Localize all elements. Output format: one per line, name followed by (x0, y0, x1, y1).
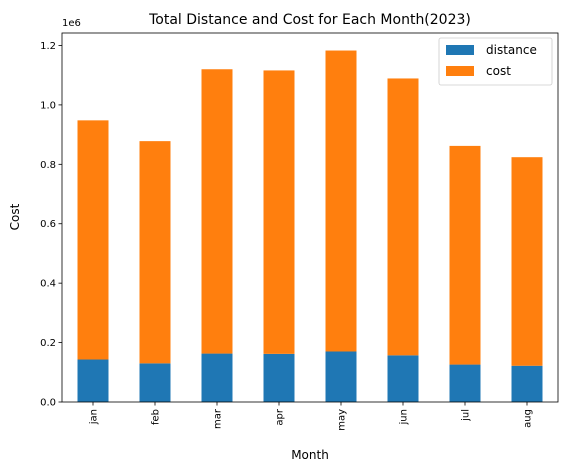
x-tick-label-mar: mar (213, 408, 224, 429)
x-tick-label-feb: feb (151, 409, 162, 425)
legend-swatch-distance (446, 45, 474, 55)
bar-cost-jul (449, 145, 481, 365)
bar-distance-apr (263, 353, 295, 402)
bar-distance-feb (139, 363, 171, 402)
y-tick-label: 1.0 (40, 100, 56, 111)
x-tick-label-jun: jun (399, 409, 410, 425)
x-axis-label: Month (291, 448, 329, 462)
bar-cost-jun (387, 78, 419, 356)
bar-cost-apr (263, 70, 295, 354)
legend-label-cost: cost (486, 64, 511, 78)
bar-distance-jan (77, 359, 109, 402)
bar-cost-aug (511, 157, 543, 366)
bar-distance-may (325, 351, 357, 402)
y-tick-label: 0.8 (40, 160, 56, 171)
legend: distance cost (438, 37, 553, 86)
y-tick-label: 0.6 (40, 219, 56, 230)
bar-cost-feb (139, 141, 171, 364)
bars-group (77, 50, 543, 402)
bar-distance-mar (201, 353, 233, 402)
x-tick-label-jul: jul (461, 409, 472, 422)
x-tick-label-may: may (337, 409, 348, 431)
bar-distance-jul (449, 364, 481, 402)
bar-distance-jun (387, 355, 419, 402)
chart-title: Total Distance and Cost for Each Month(2… (148, 12, 471, 28)
y-tick-label: 0.2 (40, 338, 56, 349)
y-tick-label: 0.4 (40, 279, 56, 290)
x-tick-label-aug: aug (523, 409, 534, 428)
y-tick-label: 1.2 (40, 41, 56, 52)
bar-distance-aug (511, 365, 543, 402)
y-axis-label: Cost (8, 203, 22, 230)
legend-swatch-cost (446, 66, 474, 76)
bar-cost-may (325, 50, 357, 352)
bar-cost-jan (77, 120, 109, 360)
legend-label-distance: distance (486, 43, 537, 57)
y-axis-offset-label: 1e6 (62, 18, 81, 29)
y-axis: 0.0 0.2 0.4 0.6 0.8 1.0 1.2 (40, 41, 62, 409)
bar-cost-mar (201, 69, 233, 354)
plot-frame (61, 32, 559, 403)
x-tick-label-apr: apr (275, 408, 286, 425)
x-tick-label-jan: jan (89, 409, 100, 425)
y-tick-label: 0.0 (40, 398, 56, 409)
x-axis: jan feb mar apr may jun jul aug (89, 402, 534, 431)
